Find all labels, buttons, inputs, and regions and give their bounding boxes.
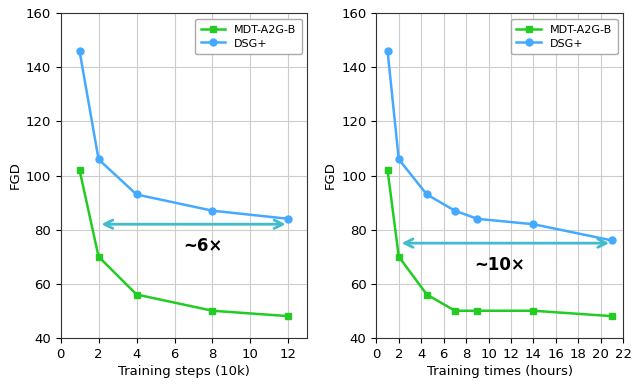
Line: DSG+: DSG+ [384, 48, 616, 244]
MDT-A2G-B [132, 292, 140, 297]
MDT-A2G-B [95, 254, 102, 259]
Line: MDT-A2G-B: MDT-A2G-B [384, 167, 616, 320]
Legend: MDT-A2G-B, DSG+: MDT-A2G-B, DSG+ [511, 19, 618, 54]
Text: ~6×: ~6× [184, 237, 223, 255]
DSG+ [474, 217, 481, 221]
DSG+ [395, 157, 403, 162]
MDT-A2G-B [529, 308, 537, 313]
Line: MDT-A2G-B: MDT-A2G-B [76, 167, 292, 320]
DSG+ [132, 192, 140, 197]
Line: DSG+: DSG+ [76, 48, 292, 222]
X-axis label: Training steps (10k): Training steps (10k) [118, 365, 250, 378]
DSG+ [285, 217, 292, 221]
Y-axis label: FGD: FGD [324, 162, 337, 190]
Text: ~10×: ~10× [474, 256, 525, 274]
DSG+ [529, 222, 537, 227]
X-axis label: Training times (hours): Training times (hours) [427, 365, 573, 378]
DSG+ [384, 49, 392, 54]
MDT-A2G-B [285, 314, 292, 318]
DSG+ [95, 157, 102, 162]
DSG+ [451, 208, 459, 213]
DSG+ [209, 208, 216, 213]
MDT-A2G-B [76, 168, 83, 173]
MDT-A2G-B [608, 314, 616, 318]
Y-axis label: FGD: FGD [8, 162, 21, 190]
MDT-A2G-B [209, 308, 216, 313]
DSG+ [423, 192, 431, 197]
MDT-A2G-B [474, 308, 481, 313]
MDT-A2G-B [423, 292, 431, 297]
MDT-A2G-B [395, 254, 403, 259]
MDT-A2G-B [451, 308, 459, 313]
Legend: MDT-A2G-B, DSG+: MDT-A2G-B, DSG+ [195, 19, 302, 54]
DSG+ [608, 238, 616, 243]
DSG+ [76, 49, 83, 54]
MDT-A2G-B [384, 168, 392, 173]
